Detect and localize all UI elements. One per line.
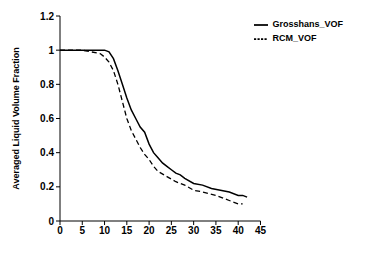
svg-text:0.4: 0.4 — [40, 147, 54, 158]
svg-text:40: 40 — [233, 225, 245, 236]
html-text:RCM_VOF: RCM_VOF — [272, 33, 317, 44]
svg-text:Averaged Liquid Volume Fractio: Averaged Liquid Volume Fraction — [11, 47, 21, 190]
svg-text:0: 0 — [48, 216, 54, 227]
svg-text:1.2: 1.2 — [40, 11, 54, 22]
svg-text:20: 20 — [144, 225, 156, 236]
html-text:Grosshans_VOF: Grosshans_VOF — [272, 19, 343, 30]
svg-text:1: 1 — [48, 45, 54, 56]
svg-text:5: 5 — [79, 225, 85, 236]
svg-text:0.2: 0.2 — [40, 181, 54, 192]
svg-text:35: 35 — [210, 225, 222, 236]
svg-text:25: 25 — [166, 225, 178, 236]
svg-text:0.8: 0.8 — [40, 79, 54, 90]
svg-text:10: 10 — [99, 225, 111, 236]
svg-text:0.6: 0.6 — [40, 113, 54, 124]
svg-text:15: 15 — [121, 225, 133, 236]
svg-text:45: 45 — [255, 225, 267, 236]
svg-text:0: 0 — [57, 225, 63, 236]
svg-text:30: 30 — [188, 225, 200, 236]
